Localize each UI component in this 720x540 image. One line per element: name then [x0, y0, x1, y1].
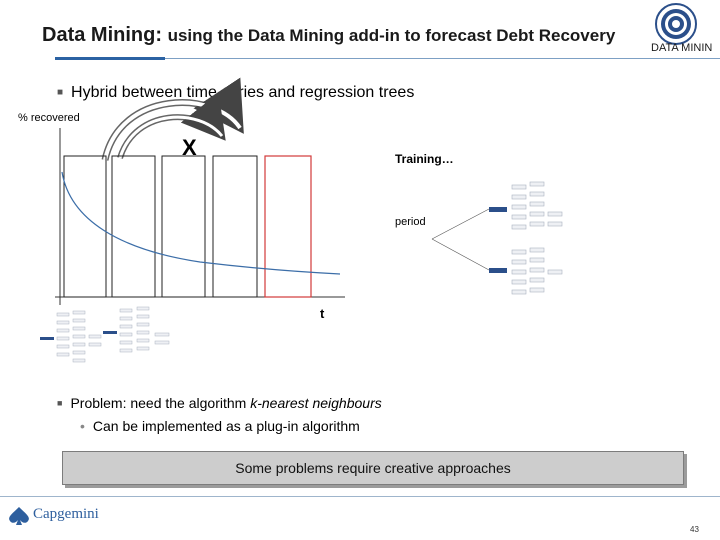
- shift-arrow-inner-fill: [118, 115, 224, 159]
- window-box-2: [111, 155, 156, 298]
- bullet-problem-emphasis: k-nearest neighbours: [250, 395, 382, 411]
- target-logo-icon: [655, 3, 697, 45]
- bullet-problem-text: Problem: need the algorithm: [70, 395, 251, 411]
- brand-text: DATA MININ: [651, 42, 713, 54]
- y-axis-label: % recovered: [18, 112, 80, 124]
- x-axis-label: t: [320, 306, 325, 321]
- recovery-curve: [61, 171, 341, 275]
- bullet-dot-icon: •: [80, 418, 85, 434]
- footer-divider: [0, 496, 720, 497]
- slide-title: Data Mining: using the Data Mining add-i…: [42, 24, 615, 47]
- window-box-highlight: [264, 155, 312, 298]
- bullet-problem: ■ Problem: need the algorithm k-nearest n…: [57, 395, 382, 411]
- window-tree-right: [103, 306, 170, 353]
- window-marker: X: [182, 135, 197, 160]
- window-box-1: [63, 155, 107, 298]
- window-box-3: [161, 155, 206, 298]
- window-box-4: [212, 155, 258, 298]
- callout-box: Some problems require creative approache…: [62, 451, 684, 485]
- shift-arrow-outer-fill: [103, 100, 242, 161]
- spade-logo-icon: [9, 507, 29, 525]
- bullet-square-icon: ■: [57, 87, 64, 98]
- title-lead: Data Mining:: [42, 24, 162, 46]
- title-divider-accent: [55, 57, 165, 60]
- training-label: Training…: [395, 152, 454, 166]
- title-divider: [55, 58, 720, 59]
- window-tree-left: [40, 310, 102, 363]
- training-tree: [431, 181, 563, 295]
- sub-bullet-plugin: • Can be implemented as a plug-in algorit…: [80, 418, 360, 434]
- company-logo: Capgemini: [33, 506, 99, 522]
- bullet-square-icon: ■: [57, 398, 63, 408]
- period-label: period: [395, 216, 426, 228]
- callout-text: Some problems require creative approache…: [235, 460, 511, 476]
- page-number: 43: [690, 525, 699, 534]
- sub-bullet-text: Can be implemented as a plug-in algorith…: [92, 418, 360, 434]
- title-rest: using the Data Mining add-in to forecast…: [167, 26, 616, 45]
